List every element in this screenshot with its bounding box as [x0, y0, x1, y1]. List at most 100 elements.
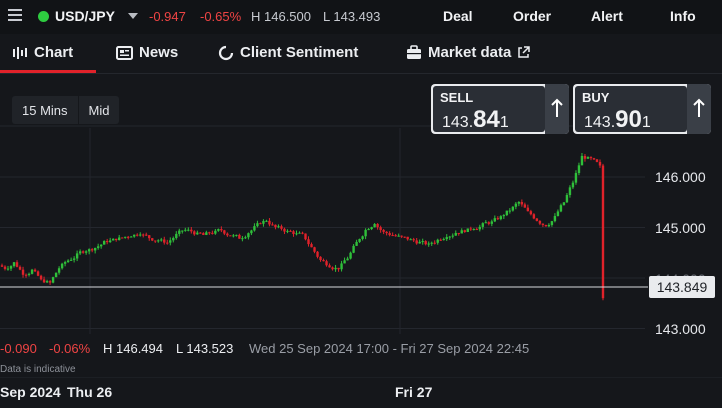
candle-body [238, 234, 241, 239]
candle-body [184, 229, 187, 231]
arrow-up-icon [551, 98, 563, 117]
sell-arrow [545, 84, 569, 134]
sell-button[interactable]: SELL 143.841 [431, 84, 569, 134]
candle-body [595, 159, 599, 162]
x-axis-band [0, 378, 722, 408]
candle-body [544, 224, 548, 227]
candle-body [223, 230, 226, 234]
candle-body [319, 256, 322, 261]
sell-price-fraction: 1 [499, 114, 509, 131]
candle-body [454, 232, 457, 236]
candle-body [99, 244, 103, 247]
instrument-symbol[interactable]: USD/JPY [55, 8, 115, 24]
tab-client-sentiment[interactable]: Client Sentiment [218, 44, 358, 61]
current-price-tag: 143.849 [649, 276, 715, 298]
candle-body [114, 238, 118, 241]
x-label-thu-26: Thu 26 [67, 384, 113, 400]
candle-body [466, 228, 469, 232]
deal-button[interactable]: Deal [443, 8, 473, 24]
candle-body [63, 262, 67, 264]
tab-news[interactable]: News [116, 44, 178, 61]
candle-body [571, 182, 575, 188]
candle-body [111, 238, 115, 241]
candle-body [436, 239, 439, 243]
candle-body [334, 267, 337, 270]
candle-body [241, 238, 244, 240]
candle-body [271, 224, 274, 226]
candle-body [102, 241, 106, 245]
tab-market-data-label: Market data [428, 44, 512, 61]
candle-body [439, 239, 442, 241]
timeframe-selector: 15 Mins Mid [12, 96, 120, 124]
candle-body [406, 236, 409, 240]
candle-body [202, 233, 205, 235]
candle-body [232, 235, 235, 237]
candle-body [274, 224, 277, 228]
order-button[interactable]: Order [513, 8, 552, 24]
candle-body [27, 273, 31, 275]
candle-body [553, 216, 557, 222]
buy-price-fraction: 1 [641, 114, 651, 131]
candle-body [253, 226, 256, 231]
candle-body [160, 239, 163, 241]
candle-body [51, 277, 55, 283]
candle-body [124, 236, 127, 238]
candle-body [30, 269, 34, 274]
candle-body [517, 202, 521, 204]
candle-body [304, 233, 307, 240]
candle-body [337, 267, 340, 270]
candle-body [268, 220, 271, 225]
candle-body [331, 267, 334, 270]
candle-body [190, 229, 193, 232]
chevron-down-icon[interactable] [128, 13, 138, 19]
tab-chart[interactable]: Chart [12, 44, 73, 61]
candle-body [388, 233, 391, 236]
price-type-button[interactable]: Mid [88, 102, 110, 118]
candle-body [562, 202, 566, 206]
y-tick-146: 146.000 [655, 169, 706, 185]
buy-price-prefix: 143. [584, 114, 616, 131]
candle-body [379, 227, 382, 231]
candle-body [283, 228, 286, 232]
alert-button[interactable]: Alert [591, 8, 623, 24]
interval-button[interactable]: 15 Mins [22, 102, 68, 118]
candle-body [499, 216, 503, 220]
candle-body [589, 157, 593, 159]
active-tab-indicator [0, 70, 96, 73]
candle-body [199, 232, 202, 234]
candle-body [382, 230, 385, 232]
candle-body [583, 155, 587, 159]
candle-body [72, 258, 76, 260]
candle-body [145, 234, 148, 236]
candle-body [322, 260, 325, 262]
sell-price-prefix: 143. [442, 114, 474, 131]
header-low: L 143.493 [323, 9, 381, 24]
buy-button[interactable]: BUY 143.901 [573, 84, 711, 134]
candle-body [3, 266, 7, 269]
y-tick-143: 143.000 [655, 321, 706, 337]
candle-body [400, 235, 403, 237]
candle-body [60, 263, 64, 269]
candle-body [289, 230, 292, 232]
candle-body [520, 202, 524, 205]
info-button[interactable]: Info [670, 8, 696, 24]
candle-body [33, 269, 37, 272]
candle-body [136, 234, 139, 236]
top-header: USD/JPY -0.947 -0.65% H 146.500 L 143.49… [0, 0, 722, 34]
tab-market-data[interactable]: Market data [406, 44, 531, 61]
buy-panel [575, 86, 687, 132]
buy-arrow [687, 84, 711, 134]
candle-body [196, 232, 199, 235]
candle-body [250, 230, 253, 234]
candle-body [301, 232, 304, 234]
candle-body [75, 253, 79, 259]
menu-icon[interactable] [8, 9, 22, 21]
candle-body [0, 265, 4, 267]
candle-body [505, 210, 509, 216]
candle-body [220, 229, 223, 231]
news-icon [116, 45, 133, 60]
candle-body [397, 235, 400, 237]
candle-body [148, 235, 151, 239]
candle-body [598, 161, 602, 166]
